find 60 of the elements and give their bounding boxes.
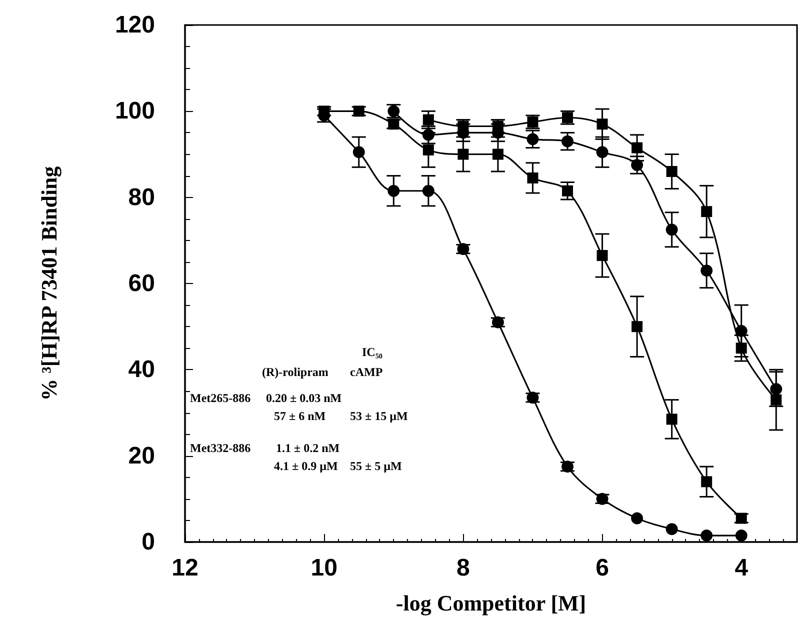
y-tick-label: 60	[128, 270, 155, 297]
y-tick-label: 40	[128, 356, 155, 384]
point	[736, 512, 747, 524]
point	[422, 114, 434, 126]
point	[527, 172, 538, 184]
y-tick-label: 100	[114, 98, 155, 125]
point	[736, 342, 747, 354]
point	[352, 146, 365, 158]
annotation: Met332-886	[190, 441, 251, 455]
point	[388, 118, 400, 130]
point	[735, 530, 748, 542]
y-tick-label: 80	[128, 184, 155, 211]
point	[770, 394, 782, 406]
annotation: Met265-886	[190, 391, 251, 405]
point	[596, 146, 608, 158]
point	[596, 250, 608, 261]
annotation: 1.1 ± 0.2 nM	[276, 441, 340, 455]
point	[562, 185, 573, 196]
y-tick-label: 20	[128, 442, 155, 470]
x-tick-label: 10	[310, 554, 338, 582]
annotation: IC₅₀	[362, 345, 383, 359]
x-tick-label: 6	[596, 554, 609, 582]
annotation: (R)-rolipram	[262, 365, 328, 379]
y-axis-title: % ³[H]RP 73401 Binding	[36, 166, 62, 401]
point	[562, 135, 574, 148]
point	[666, 523, 678, 536]
annotation: cAMP	[350, 365, 383, 379]
point	[735, 324, 748, 337]
annotation: 53 ± 15 µM	[350, 409, 408, 423]
point	[631, 159, 644, 172]
point	[700, 264, 713, 277]
point	[388, 184, 400, 197]
point	[666, 166, 678, 177]
point	[422, 184, 434, 197]
annotation: 4.1 ± 0.9 µM	[274, 459, 338, 473]
annotation: 55 ± 5 µM	[350, 459, 402, 473]
point	[701, 476, 712, 488]
point	[666, 224, 678, 236]
y-tick-label: 0	[142, 528, 155, 556]
x-axis-title: -log Competitor [M]	[396, 590, 586, 616]
y-tick-label: 120	[114, 12, 155, 38]
x-tick-label: 4	[734, 554, 749, 582]
point	[458, 148, 469, 160]
point	[770, 383, 782, 396]
point	[596, 118, 608, 130]
x-tick-label: 12	[172, 554, 198, 582]
point	[632, 321, 643, 332]
point	[422, 144, 434, 156]
point	[526, 133, 539, 146]
point	[666, 414, 678, 425]
point	[701, 206, 712, 218]
point	[700, 530, 713, 542]
point	[353, 106, 364, 117]
point	[631, 512, 644, 524]
annotation: 57 ± 6 nM	[274, 409, 326, 423]
point	[422, 128, 434, 141]
point	[492, 148, 504, 160]
point	[632, 142, 643, 154]
x-tick-label: 8	[456, 554, 470, 582]
annotation: 0.20 ± 0.03 nM	[266, 391, 342, 405]
